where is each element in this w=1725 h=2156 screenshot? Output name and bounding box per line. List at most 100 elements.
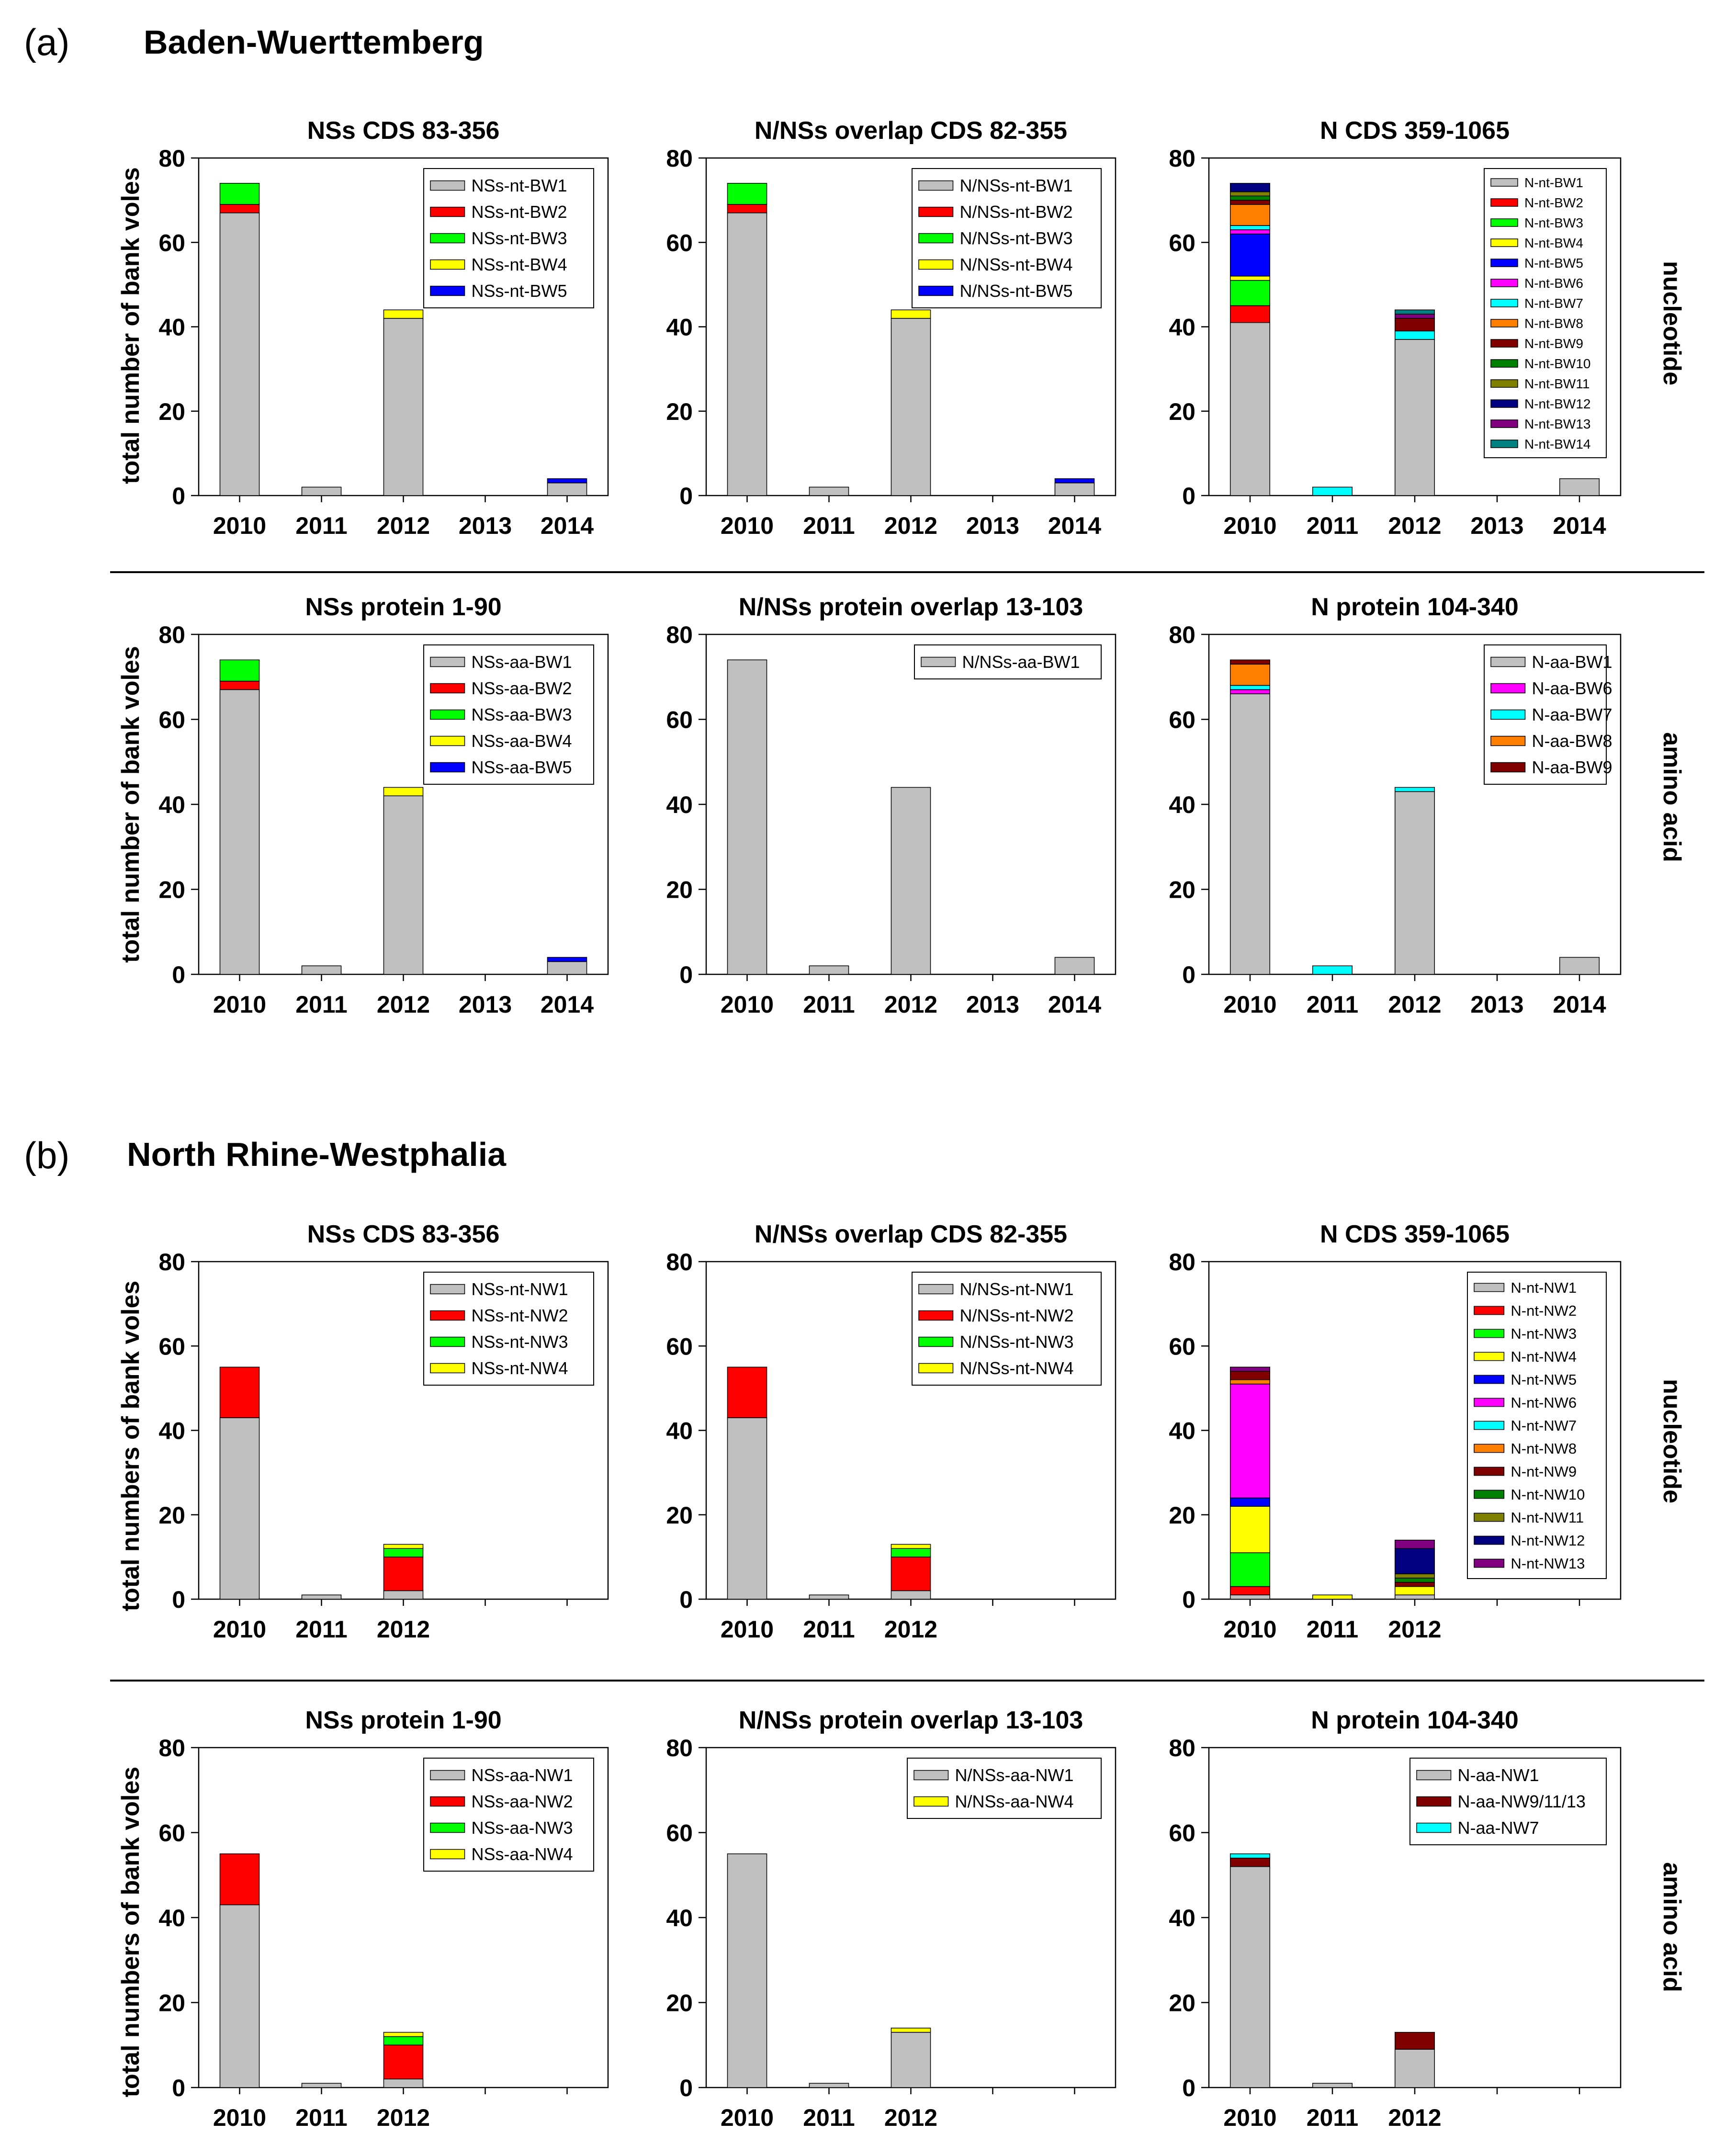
y-tick-label: 0 <box>679 2075 693 2101</box>
chart-a-n-protein: N protein 104-340 0 20 40 60 80 2010 2011 2012 20… <box>1169 593 1622 1018</box>
legend-swatch <box>1474 1329 1505 1338</box>
legend-swatch <box>430 1284 465 1295</box>
y-tick-label: 20 <box>666 877 693 903</box>
row-label-amino-acid-b: amino acid <box>1658 1862 1686 1992</box>
chart-title: N CDS 359-1065 <box>1320 117 1510 145</box>
y-tick-label: 60 <box>1169 1333 1195 1360</box>
y-tick-label: 0 <box>679 483 693 509</box>
y-tick-label: 0 <box>1182 2075 1195 2101</box>
bar-segment <box>727 1417 767 1600</box>
bar-segment <box>1394 2049 1435 2088</box>
bar-segment <box>383 2032 424 2037</box>
legend-label: N-nt-BW1 <box>1524 175 1583 190</box>
legend-label: N/NSs-aa-NW1 <box>955 1765 1074 1785</box>
legend-swatch <box>913 1796 949 1807</box>
legend-label: N-nt-BW7 <box>1524 296 1583 311</box>
ylabel-a-bottom: total number of bank voles <box>117 646 145 963</box>
bar-segment <box>1394 1548 1435 1574</box>
y-tick-label: 40 <box>666 791 693 818</box>
legend-swatch <box>1490 259 1518 267</box>
legend-swatch <box>918 285 954 296</box>
x-tick-label: 2011 <box>1307 1616 1358 1643</box>
bar-segment <box>1312 1594 1353 1600</box>
x-tick-label: 2011 <box>1307 991 1358 1018</box>
chart-title: N/NSs overlap CDS 82-355 <box>755 1220 1067 1248</box>
x-tick-label: 2011 <box>295 991 347 1018</box>
legend-label: N/NSs-aa-NW4 <box>955 1792 1074 1811</box>
legend-label: N-nt-NW2 <box>1511 1302 1577 1319</box>
y-tick-label: 80 <box>158 1735 185 1761</box>
legend-label: NSs-aa-BW5 <box>472 757 572 777</box>
bar-segment <box>1229 1371 1271 1380</box>
bar-segment <box>383 1590 424 1600</box>
x-tick-label: 2014 <box>1553 991 1606 1018</box>
legend-label: N/NSs-nt-NW2 <box>960 1306 1074 1325</box>
chart-a-overlap-cds: N/NSs overlap CDS 82-355 0 20 40 60 80 2010 201… <box>666 117 1116 539</box>
legend-swatch <box>430 683 465 694</box>
bar-segment <box>1394 330 1435 340</box>
y-tick-label: 20 <box>1169 877 1195 903</box>
y-tick-label: 80 <box>666 1249 693 1276</box>
legend-swatch <box>1474 1283 1505 1292</box>
legend-label: N-nt-NW1 <box>1511 1279 1577 1296</box>
legend-label: N/NSs-nt-NW3 <box>960 1332 1074 1352</box>
x-tick-label: 2010 <box>213 512 266 539</box>
bar-segment <box>383 2044 424 2079</box>
legend-label: NSs-nt-BW5 <box>472 281 567 301</box>
bar-segment <box>1229 225 1271 230</box>
chart-b-overlap-cds: N/NSs overlap CDS 82-355 0 20 40 60 80 2010 201… <box>666 1220 1116 1643</box>
chart-a-nss-protein: NSs protein 1-90 0 20 40 60 80 2010 2011 2012 201… <box>158 593 609 1018</box>
y-tick-label: 80 <box>1169 1735 1195 1761</box>
legend-swatch <box>1490 379 1518 388</box>
legend-swatch <box>1474 1513 1505 1522</box>
x-tick-label: 2011 <box>295 2104 347 2131</box>
bar-segment <box>1229 280 1271 306</box>
bar-segment <box>891 787 931 975</box>
x-tick-label: 2013 <box>1470 512 1523 539</box>
legend-label: N/NSs-nt-BW1 <box>960 176 1073 195</box>
row-label-amino-acid-a: amino acid <box>1658 732 1686 862</box>
legend-swatch <box>1490 218 1518 227</box>
bar-segment <box>727 212 767 496</box>
x-tick-label: 2011 <box>295 512 347 539</box>
legend-box <box>1484 168 1607 458</box>
legend-label: NSs-nt-NW4 <box>472 1358 568 1378</box>
legend-swatch <box>1490 359 1518 368</box>
bar-segment <box>1229 1853 1271 1859</box>
bar-segment <box>1229 1366 1271 1372</box>
x-tick-label: 2014 <box>541 512 594 539</box>
x-tick-label: 2013 <box>459 991 512 1018</box>
bar-segment <box>809 965 849 975</box>
chart-b-n-cds: N CDS 359-1065 0 20 40 60 80 2010 2011 2012 N-nt-… <box>1169 1220 1622 1643</box>
legend-label: N-nt-BW2 <box>1524 195 1583 210</box>
legend-swatch <box>430 1336 465 1347</box>
legend-label: NSs-aa-BW4 <box>472 731 572 751</box>
bar-segment <box>301 965 342 975</box>
legend-swatch <box>1474 1490 1505 1499</box>
legend-label: N-nt-NW12 <box>1511 1532 1585 1549</box>
bar-segment <box>383 1548 424 1558</box>
bar-segment <box>301 2083 342 2088</box>
legend-swatch <box>1490 178 1518 187</box>
y-tick-label: 20 <box>158 877 185 903</box>
legend-label: N-nt-NW5 <box>1511 1371 1577 1388</box>
bar-segment <box>1394 314 1435 319</box>
bar-segment <box>219 689 260 975</box>
bar-segment <box>1312 965 1353 975</box>
bar-segment <box>383 1557 424 1592</box>
bar-segment <box>891 309 931 319</box>
y-tick-label: 20 <box>158 1990 185 2017</box>
bar-segment <box>1394 787 1435 792</box>
y-tick-label: 40 <box>1169 314 1195 341</box>
y-tick-label: 0 <box>1182 1586 1195 1613</box>
bar-segment <box>1394 318 1435 332</box>
x-tick-label: 2011 <box>803 991 855 1018</box>
legend-swatch <box>1490 762 1526 773</box>
bar-segment <box>1054 478 1095 484</box>
legend-label: NSs-aa-NW2 <box>472 1792 573 1811</box>
x-tick-label: 2012 <box>884 991 937 1018</box>
legend-swatch <box>430 1363 465 1374</box>
legend-swatch <box>1474 1444 1505 1453</box>
y-tick-label: 20 <box>666 1502 693 1529</box>
bar-segment <box>1054 482 1095 496</box>
